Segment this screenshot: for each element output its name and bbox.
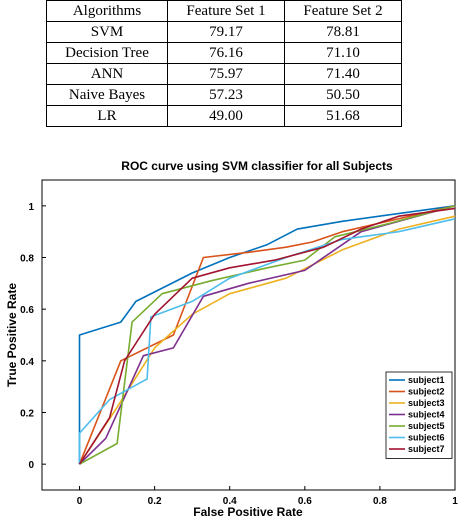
results-table: Algorithms Feature Set 1 Feature Set 2 S… bbox=[46, 0, 402, 127]
y-tick-label: 0.6 bbox=[20, 305, 34, 316]
legend-label-subject2: subject2 bbox=[408, 387, 445, 397]
legend-label-subject6: subject6 bbox=[408, 433, 445, 443]
table-row: LR 49.00 51.68 bbox=[46, 105, 402, 127]
table-cell: 75.97 bbox=[167, 63, 285, 85]
table-cell: 57.23 bbox=[167, 84, 285, 106]
series-lines bbox=[78, 205, 456, 465]
x-tick-label: 0.8 bbox=[373, 496, 387, 507]
table-cell: Decision Tree bbox=[46, 42, 168, 64]
legend-label-subject7: subject7 bbox=[408, 444, 445, 454]
table-cell: 71.10 bbox=[284, 42, 402, 64]
series-line-subject6 bbox=[78, 218, 456, 465]
table-cell: 51.68 bbox=[284, 105, 402, 127]
roc-chart: ROC curve using SVM classifier for all S… bbox=[5, 159, 458, 519]
legend-box bbox=[385, 371, 453, 459]
table-row: Naive Bayes 57.23 50.50 bbox=[46, 84, 402, 106]
series-line-subject4 bbox=[78, 205, 456, 465]
legend-label-subject3: subject3 bbox=[408, 398, 445, 408]
series-line-subject7 bbox=[78, 207, 456, 465]
header-algorithms: Algorithms bbox=[46, 0, 168, 22]
legend-label-subject1: subject1 bbox=[408, 375, 445, 385]
y-axis-label: True Positive Rate bbox=[5, 283, 19, 387]
header-feature-set-1: Feature Set 1 bbox=[167, 0, 285, 22]
table-cell: 71.40 bbox=[284, 63, 402, 85]
table-cell: Naive Bayes bbox=[46, 84, 168, 106]
x-tick-label: 0.4 bbox=[223, 496, 237, 507]
x-axis-label: False Positive Rate bbox=[193, 505, 303, 519]
table-row: ANN 75.97 71.40 bbox=[46, 63, 402, 85]
table-cell: 76.16 bbox=[167, 42, 285, 64]
x-tick-label: 1 bbox=[452, 496, 458, 507]
table-cell: LR bbox=[46, 105, 168, 127]
y-tick-label: 0 bbox=[28, 460, 34, 471]
x-tick-label: 0.2 bbox=[148, 496, 162, 507]
table-cell: ANN bbox=[46, 63, 168, 85]
table-cell: 50.50 bbox=[284, 84, 402, 106]
table-header-row: Algorithms Feature Set 1 Feature Set 2 bbox=[46, 0, 402, 22]
y-tick-label: 1 bbox=[28, 202, 34, 213]
table-row: SVM 79.17 78.81 bbox=[46, 21, 402, 43]
series-line-subject1 bbox=[78, 205, 456, 465]
table-cell: SVM bbox=[46, 21, 168, 43]
legend-label-subject4: subject4 bbox=[408, 410, 445, 420]
header-feature-set-2: Feature Set 2 bbox=[284, 0, 402, 22]
chart-title: ROC curve using SVM classifier for all S… bbox=[121, 159, 393, 173]
legend-label-subject5: subject5 bbox=[408, 421, 445, 431]
table-cell: 49.00 bbox=[167, 105, 285, 127]
axis-ticks: 0 0.2 0.4 0.6 0.8 1 0 0.2 0.4 0.6 0.8 1 bbox=[20, 202, 458, 507]
table-row: Decision Tree 76.16 71.10 bbox=[46, 42, 402, 64]
y-tick-label: 0.4 bbox=[20, 357, 34, 368]
series-line-subject2 bbox=[78, 205, 456, 465]
table-cell: 79.17 bbox=[167, 21, 285, 43]
x-tick-label: 0 bbox=[77, 496, 83, 507]
y-tick-label: 0.2 bbox=[20, 409, 34, 420]
x-tick-label: 0.6 bbox=[298, 496, 312, 507]
y-tick-label: 0.8 bbox=[20, 254, 34, 265]
table-cell: 78.81 bbox=[284, 21, 402, 43]
